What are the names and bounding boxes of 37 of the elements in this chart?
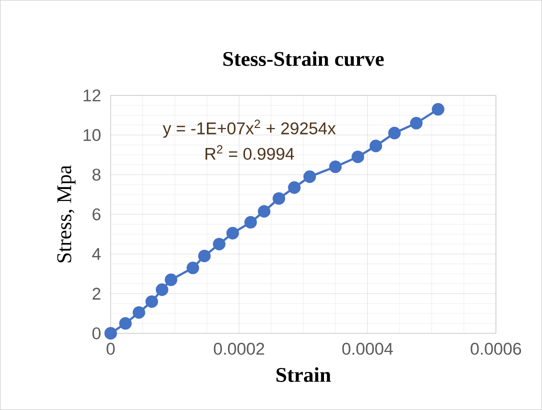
point bbox=[288, 181, 301, 194]
point bbox=[410, 116, 423, 130]
x-tick-label: 0 bbox=[106, 342, 115, 355]
point bbox=[303, 170, 316, 183]
point bbox=[132, 306, 146, 319]
y-tick-label: 12 bbox=[84, 89, 100, 102]
point bbox=[226, 226, 239, 240]
annotation: y = -1E+07x$^{2}$ + 29254x bbox=[162, 120, 336, 138]
x-tick-label: 0.0002 bbox=[214, 342, 264, 355]
y-tick-label: 2 bbox=[92, 288, 100, 300]
x-tick-label: 0.0006 bbox=[470, 342, 522, 355]
point bbox=[244, 216, 257, 229]
y-tick-label: 6 bbox=[92, 208, 100, 220]
y-tick-label: 10 bbox=[84, 129, 101, 142]
y-tick-label: 8 bbox=[92, 168, 100, 181]
annotation: R$^{2}$ = 0.9994 bbox=[206, 145, 294, 160]
point bbox=[119, 317, 132, 330]
point bbox=[212, 238, 226, 250]
y-tick-label: 4 bbox=[92, 248, 101, 260]
y-tick-label: 0 bbox=[92, 327, 101, 340]
point bbox=[329, 160, 342, 174]
point bbox=[164, 274, 178, 286]
point bbox=[258, 205, 270, 218]
x-axis-title: Strain bbox=[276, 367, 331, 382]
x-tick-label: 0.0004 bbox=[342, 342, 393, 355]
point bbox=[104, 327, 117, 340]
point bbox=[156, 283, 168, 296]
point bbox=[198, 250, 211, 262]
point bbox=[272, 192, 286, 205]
point bbox=[145, 295, 158, 308]
point bbox=[432, 102, 444, 116]
chart-title: Stess-Strain curve bbox=[223, 51, 384, 66]
point bbox=[370, 140, 382, 152]
y-axis-title: Stress, Mpa bbox=[57, 165, 76, 262]
point bbox=[388, 126, 401, 140]
point bbox=[352, 150, 364, 164]
point bbox=[186, 262, 200, 274]
